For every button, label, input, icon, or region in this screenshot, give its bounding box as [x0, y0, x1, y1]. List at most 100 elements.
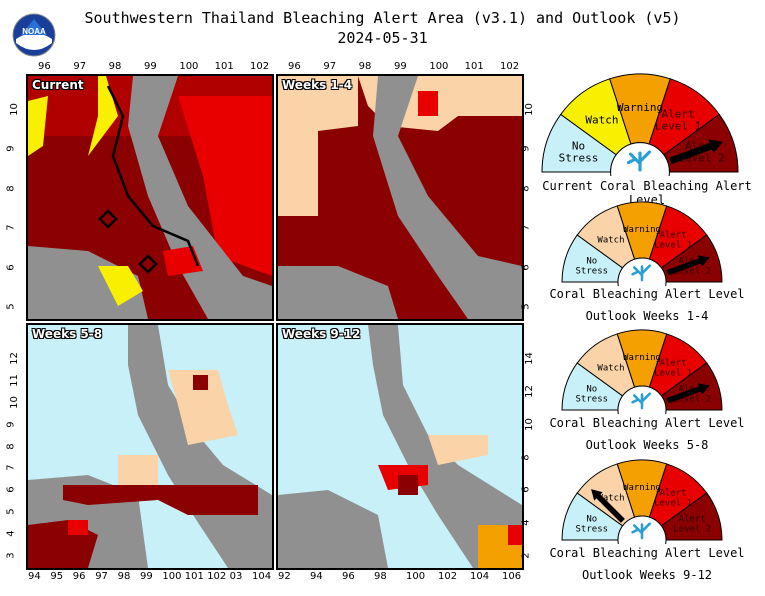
right-tick: 9 — [520, 145, 532, 153]
gauge-needle — [595, 493, 625, 523]
gauge-caption: Coral Bleaching Alert Level — [549, 287, 745, 301]
left-tick: 8 — [5, 442, 17, 450]
gauge-label: Alert — [659, 358, 686, 368]
right-tick: 12 — [523, 384, 535, 398]
gauge-label: Level 1 — [654, 498, 692, 508]
left-tick: 10 — [8, 395, 20, 409]
gauge-label: Level 2 — [673, 395, 711, 405]
bottom-tick: 101 — [184, 571, 204, 582]
gauge-caption: Coral Bleaching Alert Level — [549, 416, 745, 430]
top-tick: 98 — [358, 61, 372, 72]
left-tick: 11 — [8, 374, 20, 387]
top-tick: 102 — [500, 61, 520, 72]
left-tick: 9 — [5, 145, 17, 153]
top-tick: 100 — [429, 61, 449, 72]
logo-text: NOAA — [22, 27, 46, 36]
gauge-label: Warning — [617, 101, 663, 114]
left-tick: 5 — [5, 508, 17, 515]
gauge-needle-head — [591, 489, 603, 501]
right-tick: 8 — [520, 185, 532, 192]
bottom-tick: 97 — [95, 571, 108, 582]
gauge-needle — [666, 258, 702, 276]
bottom-tick: 98 — [374, 571, 387, 582]
left-tick: 6 — [5, 263, 17, 271]
gauge-label: Level 1 — [654, 368, 692, 378]
left-tick: 9 — [5, 420, 17, 428]
bottom-tick: 102 — [207, 571, 227, 582]
top-tick: 98 — [108, 61, 122, 72]
gauge-subcaption: Outlook Weeks 9-12 — [581, 568, 713, 582]
coral-glyph — [631, 392, 652, 410]
top-tick: 97 — [323, 61, 337, 72]
panel-label-weeks-9-12: Weeks 9-12 — [282, 327, 361, 341]
map-current — [28, 76, 272, 319]
map-panel-current: Current — [26, 74, 274, 321]
gauge-label: Warning — [623, 353, 661, 363]
noaa-logo: NOAA — [12, 13, 56, 57]
gauge-label: Stress — [559, 152, 599, 165]
map-panel-weeks-9-12: Weeks 9-12 — [276, 323, 524, 570]
gauge-caption: Coral Bleaching Alert Level — [549, 546, 745, 560]
gauge-label: Alert — [659, 488, 686, 498]
coral-glyph — [631, 522, 652, 540]
bottom-tick: 106 — [502, 571, 522, 582]
right-tick: 5 — [520, 303, 532, 310]
map-weeks-1-4 — [278, 76, 522, 319]
bottom-tick: 03 — [229, 571, 243, 582]
gauge-label: Warning — [623, 225, 661, 235]
gauge-label: No — [586, 257, 597, 267]
bottom-tick: 100 — [162, 571, 182, 582]
gauge-needle-head — [697, 255, 710, 267]
coral-glyph — [631, 264, 652, 282]
bottom-tick: 98 — [117, 571, 131, 582]
gauge-label: Watch — [597, 363, 624, 373]
gauge-label: Stress — [576, 395, 609, 405]
bottom-tick: 94 — [28, 571, 41, 582]
bottom-tick: 95 — [50, 571, 64, 582]
bottom-tick: 92 — [278, 571, 291, 582]
gauge-subcaption: Outlook Weeks 1-4 — [585, 309, 709, 323]
right-tick: 4 — [520, 519, 532, 526]
panel-label-current: Current — [32, 78, 84, 92]
bottom-tick: 104 — [252, 571, 272, 582]
bottom-tick: 104 — [470, 571, 490, 582]
gauge-label: Watch — [585, 113, 618, 126]
top-tick: 100 — [179, 61, 199, 72]
gauge-label: No — [586, 515, 597, 525]
right-tick: 7 — [520, 224, 532, 231]
left-tick: 6 — [5, 486, 17, 494]
gauge-label: Level 2 — [673, 525, 711, 535]
right-tick: 2 — [520, 552, 532, 559]
gauge-label: Alert — [659, 230, 686, 240]
right-tick: 6 — [520, 486, 532, 494]
bottom-tick: 100 — [406, 571, 426, 582]
bottom-tick: 96 — [72, 571, 86, 582]
top-tick: 97 — [73, 61, 87, 72]
gauge-label: Alert — [679, 515, 706, 525]
map-panel-weeks-1-4: Weeks 1-4 — [276, 74, 524, 321]
right-tick: 14 — [523, 352, 535, 365]
top-tick: 101 — [214, 61, 234, 72]
top-tick: 96 — [288, 61, 301, 72]
gauge-label: Level 1 — [655, 119, 701, 132]
gauge-label: Alert — [661, 107, 694, 120]
gauge-needle-head — [708, 139, 723, 154]
bottom-tick: 96 — [342, 571, 355, 582]
gauge-needle — [669, 142, 714, 165]
left-tick: 4 — [5, 530, 17, 537]
gauge-label: No — [572, 140, 585, 153]
left-tick: 3 — [5, 552, 17, 559]
gauge-needle — [666, 386, 702, 404]
gauge-label: Stress — [576, 267, 609, 277]
map-panel-weeks-5-8: Weeks 5-8 — [26, 323, 274, 570]
bottom-tick: 99 — [140, 571, 153, 582]
top-tick: 99 — [394, 61, 407, 72]
left-tick: 5 — [5, 303, 17, 310]
right-tick: 10 — [523, 103, 535, 116]
gauge-label: Warning — [623, 483, 661, 493]
gauge-needle-head — [697, 383, 710, 395]
bottom-tick: 102 — [438, 571, 458, 582]
